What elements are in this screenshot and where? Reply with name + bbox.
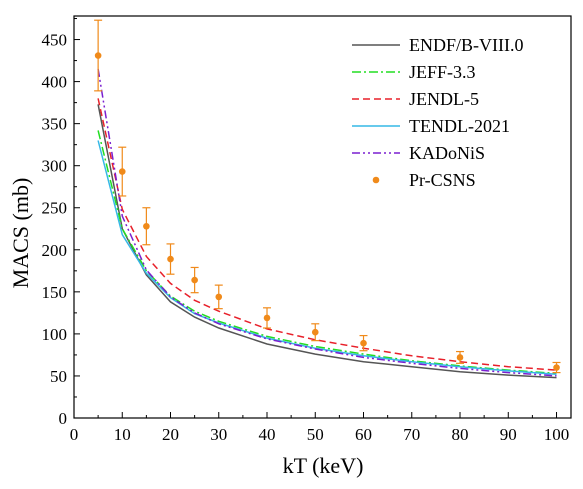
data-point (167, 255, 174, 263)
x-tick-label: 50 (307, 425, 324, 444)
data-point (553, 364, 560, 371)
plot-frame (73, 15, 572, 419)
data-point (94, 52, 102, 59)
x-tick-label: 90 (500, 425, 517, 444)
x-axis-title: kT (keV) (283, 453, 364, 478)
x-tick-label: 0 (70, 425, 79, 444)
legend-label: JEFF-3.3 (409, 62, 476, 82)
x-tick-label: 80 (452, 425, 469, 444)
y-tick-label: 50 (50, 367, 67, 386)
x-tick-label: 40 (259, 425, 276, 444)
data-point (311, 328, 319, 336)
y-axis-title: MACS (mb) (8, 178, 33, 289)
series-line (97, 130, 557, 375)
data-point (360, 339, 367, 347)
legend-label: Pr-CSNS (409, 170, 476, 190)
legend-label: ENDF/B-VIII.0 (409, 35, 524, 55)
data-point (456, 354, 464, 361)
y-tick-label: 0 (59, 409, 68, 428)
series-line (97, 140, 557, 376)
series-line (97, 98, 557, 371)
legend-label: KADoNiS (409, 143, 485, 163)
x-tick-label: 30 (210, 425, 227, 444)
x-tick-label: 100 (544, 425, 570, 444)
data-point (215, 293, 223, 301)
data-point (191, 276, 198, 284)
data-point (118, 168, 126, 175)
x-tick-label: 70 (403, 425, 420, 444)
legend-label: TENDL-2021 (409, 116, 510, 136)
y-tick-label: 300 (42, 157, 68, 176)
y-tick-label: 400 (42, 73, 68, 92)
legend-label: JENDL-5 (409, 89, 479, 109)
y-tick-label: 350 (42, 115, 68, 134)
x-tick-label: 60 (355, 425, 372, 444)
y-tick-label: 100 (42, 325, 68, 344)
x-tick-label: 10 (114, 425, 131, 444)
y-tick-label: 200 (42, 241, 68, 260)
y-tick-label: 450 (42, 31, 68, 50)
y-tick-label: 250 (42, 199, 68, 218)
x-tick-label: 20 (162, 425, 179, 444)
data-point (143, 222, 150, 230)
data-point (263, 314, 271, 322)
y-tick-label: 150 (42, 283, 68, 302)
series-line (97, 104, 557, 379)
legend-marker (372, 176, 380, 184)
